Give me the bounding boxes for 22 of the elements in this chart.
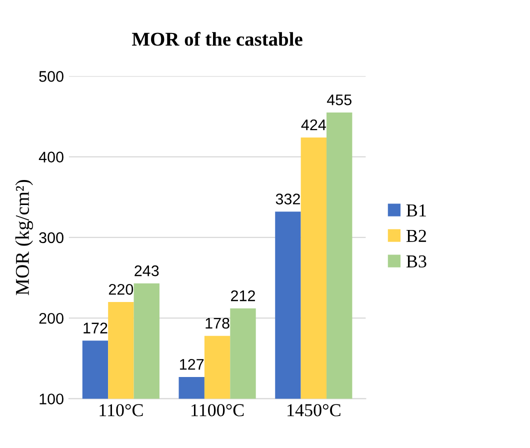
x-tick-label: 1100°C [192,404,244,416]
y-tick-label: 300 [39,232,64,244]
data-label: 220 [108,284,134,295]
data-label: 243 [134,265,159,276]
data-label: 172 [84,322,108,334]
data-label: 127 [180,358,204,370]
data-label: 424 [301,119,326,130]
y-tick-label: 400 [38,152,64,162]
data-label: 212 [231,290,255,302]
data-label: 178 [206,318,230,329]
data-label: 332 [276,194,300,204]
data-label: 455 [326,94,352,106]
x-tick-label: 1450°C [288,404,340,416]
legend-label: B1 [406,204,426,216]
chart-title: MOR of the castable [132,32,302,46]
y-tick-label: 500 [39,71,64,82]
y-axis-title: MOR (kg/cm²) [15,180,33,296]
y-tick-label: 100 [40,394,64,404]
legend-label: B3 [406,255,426,268]
x-tick-label: 110°C [100,404,143,416]
y-tick-label: 200 [39,312,64,324]
legend-label: B2 [406,230,426,242]
